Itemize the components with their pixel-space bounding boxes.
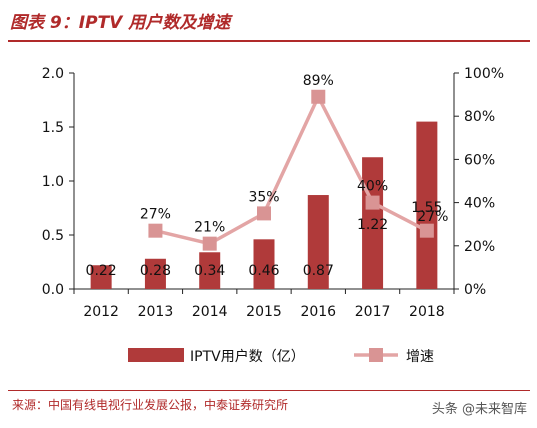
watermark: 头条 @未来智库 [431,402,527,417]
legend-label-bar: IPTV用户数（亿） [190,348,305,365]
title-rule [8,40,530,42]
legend-swatch-marker [369,348,383,362]
y-right-tick-label: 40% [464,196,495,212]
y-left-tick-label: 1.0 [42,174,64,190]
chart-axes: 0.0 0.5 1.0 1.5 2.0 0% 20% 40% 60% 80% 100% 2012 201… [42,66,504,320]
x-tick-label: 2017 [355,304,391,320]
growth-marker-2017 [365,195,380,210]
legend-swatch-bar [128,348,184,362]
growth-value-label: 27% [417,209,448,225]
source-note: 来源：中国有线电视行业发展公报，中泰证券研究所 [12,398,289,412]
growth-value-label: 27% [140,207,171,223]
growth-marker-2014 [202,236,217,251]
growth-value-label: 40% [357,179,388,195]
x-tick-label: 2013 [138,304,174,320]
y-right-tick-label: 80% [464,109,495,125]
bar-value-label: 0.28 [140,263,171,279]
bar-2013 [144,258,166,289]
bar-value-label: 1.22 [357,217,388,233]
bar-value-label: 0.34 [194,263,225,279]
bar-value-label: 0.22 [86,263,117,279]
y-right-tick-label: 100% [464,66,504,82]
bar-2016 [307,195,329,289]
chart-title: 图表 9：IPTV 用户数及增速 [10,13,231,33]
x-tick-label: 2016 [300,304,336,320]
x-tick-label: 2015 [246,304,282,320]
bar-value-label: 0.46 [248,263,279,279]
y-right-tick-label: 0% [464,282,486,298]
y-right-tick-label: 20% [464,239,495,255]
bar-2014 [199,252,221,289]
source-rule [8,390,530,391]
bar-value-label: 1.55 [411,200,442,216]
data-labels: 0.22 0.28 0.34 0.46 0.871.221.5527%21%35%89%… [86,73,449,279]
growth-value-label: 89% [303,73,334,89]
y-left-tick-label: 2.0 [42,66,64,82]
bar-value-label: 0.87 [303,263,334,279]
growth-marker-2018 [419,223,434,238]
x-tick-label: 2012 [83,304,119,320]
x-tick-label: 2018 [409,304,445,320]
y-right-tick-label: 60% [464,152,495,168]
growth-value-label: 35% [248,189,279,205]
bar-2015 [253,239,275,289]
y-left-tick-label: 0.5 [42,228,64,244]
bar-2012 [90,265,112,289]
line-series [148,89,434,251]
x-tick-label: 2014 [192,304,228,320]
y-left-tick-label: 1.5 [42,120,64,136]
y-left-tick-label: 0.0 [42,282,64,298]
growth-marker-2013 [148,223,163,238]
growth-marker-2016 [311,89,326,104]
legend: IPTV用户数（亿） 增速 [128,348,434,365]
legend-label-line: 增速 [406,349,434,365]
growth-marker-2015 [257,206,271,221]
bar-2018 [416,121,438,289]
growth-line [155,95,428,246]
growth-value-label: 21% [194,220,225,236]
bar-series [90,121,438,289]
